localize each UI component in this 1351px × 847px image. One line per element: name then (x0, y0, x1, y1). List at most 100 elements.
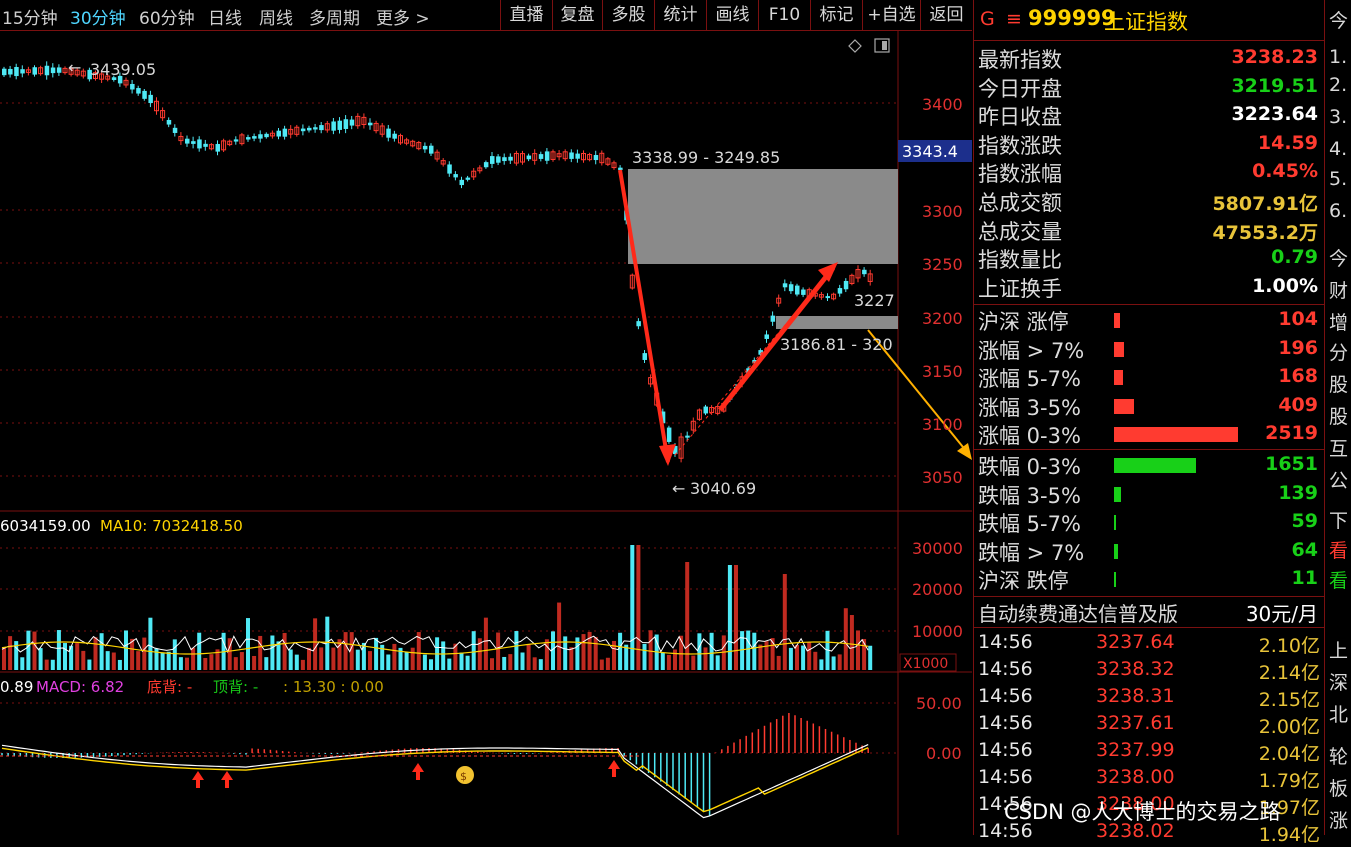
candle-up (324, 123, 330, 131)
candle-down (392, 133, 397, 139)
side-menu-item[interactable]: 下 (1329, 510, 1349, 532)
low-label: 3040.69 (690, 479, 756, 498)
volume-bar (483, 617, 488, 670)
volume-bar (380, 644, 385, 670)
window-icon[interactable] (874, 38, 890, 53)
volume-bar (758, 644, 763, 670)
side-menu-item[interactable]: 股 (1329, 406, 1349, 428)
side-menu-item[interactable]: 看 (1329, 540, 1349, 562)
statistics-button[interactable]: 统计 (654, 0, 706, 30)
gap-lower-label: 3186.81 - 320 (780, 335, 893, 354)
candle-down (197, 139, 202, 149)
volume-bar (776, 655, 781, 670)
kline-chart[interactable]: $ 3400 3300 3250 3200 3150 3100 3050 300… (0, 30, 972, 835)
side-menu-item[interactable]: 2. (1329, 74, 1348, 96)
candle-down (593, 155, 599, 161)
volume-bar (856, 630, 860, 670)
stat-value: 3219.51 (1231, 74, 1318, 97)
replay-button[interactable]: 复盘 (552, 0, 602, 30)
promo-row[interactable]: 自动续费通达信普及版 30元/月 (974, 598, 1322, 626)
side-menu-item[interactable]: 6. (1329, 200, 1348, 222)
volume-bar (307, 647, 311, 670)
add-watchlist-button[interactable]: +自选 (862, 0, 920, 30)
volume-bar (343, 632, 348, 670)
side-menu-item[interactable]: 互 (1329, 438, 1349, 460)
candle-up (471, 170, 477, 178)
side-menu-item[interactable]: 今 (1329, 248, 1349, 270)
candle-down (770, 315, 776, 322)
side-menu-item[interactable]: 股 (1329, 374, 1349, 396)
marker-g-label: G (980, 8, 995, 30)
tick-time: 14:56 (978, 685, 1033, 707)
side-menu-item[interactable]: 分 (1329, 342, 1349, 364)
volume-bar (447, 658, 452, 670)
candle-down (453, 174, 458, 178)
chart-tool-icons[interactable] (848, 38, 890, 53)
diamond-icon[interactable] (848, 39, 862, 53)
tab-30min[interactable]: 30分钟 (70, 9, 126, 29)
candle-up (294, 126, 300, 135)
index-code: 999999 (1028, 6, 1116, 30)
analysis-arrows (618, 169, 972, 466)
stat-label: 指数量比 (978, 248, 1062, 273)
last-price-label: 3227 (854, 291, 895, 310)
volume-bar (209, 654, 214, 670)
volume-bar (166, 651, 171, 670)
breadth-value: 168 (1278, 365, 1318, 388)
price-tick: 3200 (922, 309, 963, 328)
stat-label: 昨日收盘 (978, 105, 1062, 130)
candle-down (252, 136, 257, 139)
side-menu-item[interactable]: 公 (1329, 470, 1349, 492)
side-menu-item[interactable]: 4. (1329, 138, 1348, 160)
candle-down (44, 65, 50, 76)
candle-up (678, 436, 684, 459)
candle-up (818, 294, 824, 298)
breadth-label: 跌幅 0-3% (978, 455, 1081, 479)
side-menu-item[interactable]: 1. (1329, 46, 1348, 68)
side-menu-item[interactable]: 看 (1329, 570, 1349, 592)
breadth-label: 涨幅 0-3% (978, 424, 1081, 449)
side-menu-item[interactable]: 轮 (1329, 746, 1349, 768)
f10-button[interactable]: F10 (758, 0, 810, 30)
candle-down (8, 68, 13, 75)
svg-text:$: $ (460, 770, 467, 783)
volume-bar (56, 630, 61, 670)
tick-amount: 2.04亿 (1258, 743, 1320, 765)
candle-down (185, 138, 190, 144)
side-menu-item[interactable]: 北 (1329, 704, 1349, 726)
volume-bar (752, 632, 757, 670)
side-menu-item[interactable]: 板 (1329, 778, 1349, 800)
candle-up (25, 69, 31, 73)
quote-panel: G ≡ 999999 上证指数 最新指数 3238.23 今日开盘 3219.51 昨日… (973, 0, 1324, 846)
tab-weekly[interactable]: 周线 (259, 9, 293, 29)
volume-bar (8, 636, 13, 670)
side-menu-item[interactable]: 今 (1329, 10, 1349, 32)
draw-line-button[interactable]: 画线 (706, 0, 758, 30)
back-button[interactable]: 返回 (920, 0, 972, 30)
candle-up (373, 122, 379, 132)
side-menu-item[interactable]: 增 (1329, 312, 1349, 334)
tab-daily[interactable]: 日线 (208, 9, 242, 29)
stat-row: 总成交量 47553.2万 (974, 216, 1322, 244)
side-menu-item[interactable]: 涨 (1329, 810, 1349, 832)
live-button[interactable]: 直播 (500, 0, 552, 30)
tab-15min[interactable]: 15分钟 (2, 9, 58, 29)
tab-multi-period[interactable]: 多周期 (309, 9, 360, 29)
side-menu-item[interactable]: 财 (1329, 280, 1349, 302)
mark-button[interactable]: 标记 (810, 0, 862, 30)
more-timeframes-button[interactable]: 更多 > (376, 9, 430, 29)
side-menu-item[interactable]: 5. (1329, 168, 1348, 190)
multi-stock-button[interactable]: 多股 (602, 0, 654, 30)
candle-down (319, 125, 324, 131)
candle-down (343, 119, 349, 129)
side-menu-item[interactable]: 上 (1329, 640, 1349, 662)
menu-icon[interactable]: ≡ (1006, 8, 1022, 30)
breadth-label: 沪深 涨停 (978, 310, 1069, 334)
volume-bar (50, 659, 55, 670)
volume-bar (618, 632, 623, 670)
gap-zone-lower (776, 316, 898, 329)
side-menu-item[interactable]: 深 (1329, 672, 1349, 694)
macd-dea-line (1, 746, 869, 813)
side-menu-item[interactable]: 3. (1329, 106, 1348, 128)
tab-60min[interactable]: 60分钟 (139, 9, 195, 29)
